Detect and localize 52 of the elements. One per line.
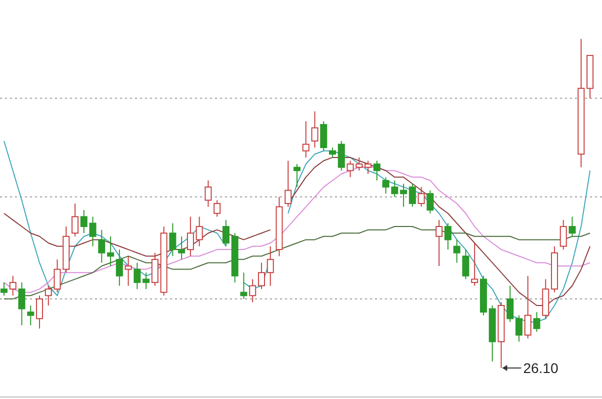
candlestick [560,219,567,250]
candlestick [18,282,26,326]
candlestick [72,203,79,237]
candlestick [169,222,176,257]
candlestick [462,249,470,280]
candlestick [426,190,434,214]
candlestick [373,160,380,181]
candlestick [196,216,203,247]
candlestick [134,262,141,290]
candlestick [0,282,8,296]
candlestick [436,219,443,267]
candlestick [338,140,345,172]
candlestick [107,236,114,267]
annotation: 26.10 [523,360,558,376]
candlestick [124,256,132,286]
candlestick [418,186,425,208]
candlestick [506,285,514,322]
candlestick [284,160,292,208]
candlestick [178,236,186,260]
candlestick [9,275,16,296]
candlestick [258,262,265,290]
candlestick [249,278,256,303]
candlestick [444,222,452,250]
candlestick [240,272,248,300]
candlestick [142,272,150,290]
candlestick [533,312,540,332]
candlestick [294,164,300,188]
candlestick [116,249,123,286]
candlestick [524,275,532,339]
candlestick [568,216,576,237]
candlestick [44,285,52,306]
candlestick [471,242,478,286]
candlestick [89,216,96,247]
candlestick [214,200,221,218]
candlestick [186,216,194,257]
candlestick [36,295,44,330]
candlestick [27,304,34,326]
candlestick [204,180,212,208]
candlestick [320,120,328,152]
candlestick [80,210,88,234]
candlestick [408,183,416,208]
candlestick [302,120,310,158]
candlestick [453,239,460,264]
candlestick [266,246,274,286]
candlestick [151,252,158,286]
candlestick [98,229,106,264]
candlestick [364,160,372,174]
candlestick [222,219,230,247]
candlestick [311,110,318,148]
candlestick [400,183,408,208]
candlestick [515,314,522,342]
candlestick [329,147,336,158]
